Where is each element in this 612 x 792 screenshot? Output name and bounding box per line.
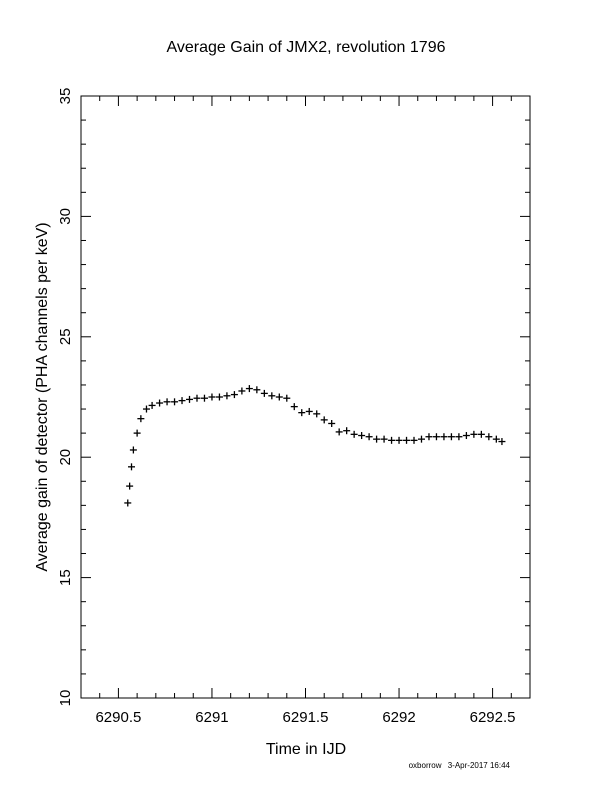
data-point [171,398,179,406]
x-tick-labels: 6290.5 6291 6291.5 6292 6292.5 [95,709,515,726]
data-point [328,419,336,427]
data-point [200,394,208,402]
x-tick-label: 6292.5 [470,709,516,726]
data-point [455,433,463,441]
data-point [440,433,448,441]
data-point [215,393,223,401]
data-point [343,427,351,435]
data-point [462,432,470,440]
data-point [373,435,381,443]
data-point [126,482,134,490]
y-tick-label: 20 [57,449,74,466]
data-point [305,407,313,415]
data-points [124,385,506,507]
data-point [395,436,403,444]
footer-credit: oxborrow 3-Apr-2017 16:44 [409,761,511,770]
chart-title: Average Gain of JMX2, revolution 1796 [167,39,446,56]
data-point [350,430,358,438]
y-tick-label: 25 [57,328,74,345]
data-point [148,401,156,409]
data-point [208,393,216,401]
x-axis-label: Time in IJD [266,741,346,758]
data-point [298,409,306,417]
data-point [425,433,433,441]
data-point [335,428,343,436]
data-point [238,387,246,395]
data-point [223,392,231,400]
data-point [290,403,298,411]
data-point [128,463,136,471]
y-tick-label: 30 [57,208,74,225]
y-tick-label: 15 [57,569,74,586]
data-point [358,432,366,440]
data-point [253,386,261,394]
x-tick-label: 6290.5 [95,709,141,726]
data-point [380,435,388,443]
data-point [124,499,132,507]
data-point [230,391,238,399]
data-point [137,415,145,423]
data-point [492,435,500,443]
data-point [142,405,150,413]
data-point [498,438,506,446]
data-point [156,399,164,407]
data-point [260,389,268,397]
y-tick-labels: 10 15 20 25 30 35 [57,88,74,707]
data-point [470,430,478,438]
data-point [320,416,328,424]
footer-date: 3-Apr-2017 16:44 [448,761,511,770]
y-axis-label: Average gain of detector (PHA channels p… [34,222,51,571]
data-point [275,393,283,401]
plot-frame [80,95,531,699]
y-tick-label: 35 [57,88,74,105]
data-point [268,392,276,400]
data-point [129,446,137,454]
data-point [245,385,253,393]
footer-user: oxborrow [409,761,442,770]
x-tick-label: 6291.5 [283,709,329,726]
data-point [477,430,485,438]
data-point [283,394,291,402]
data-point [365,433,373,441]
data-point [485,433,493,441]
axis-ticks [80,95,531,699]
y-tick-label: 10 [57,690,74,707]
x-tick-label: 6292 [382,709,415,726]
data-point [186,395,194,403]
data-point [313,410,321,418]
data-point [133,429,141,437]
data-point [403,436,411,444]
data-point [193,394,201,402]
data-point [432,433,440,441]
data-point [163,398,171,406]
data-point [388,436,396,444]
data-point [417,435,425,443]
x-tick-label: 6291 [195,709,228,726]
data-point [447,433,455,441]
data-point [178,397,186,405]
data-point [410,436,418,444]
